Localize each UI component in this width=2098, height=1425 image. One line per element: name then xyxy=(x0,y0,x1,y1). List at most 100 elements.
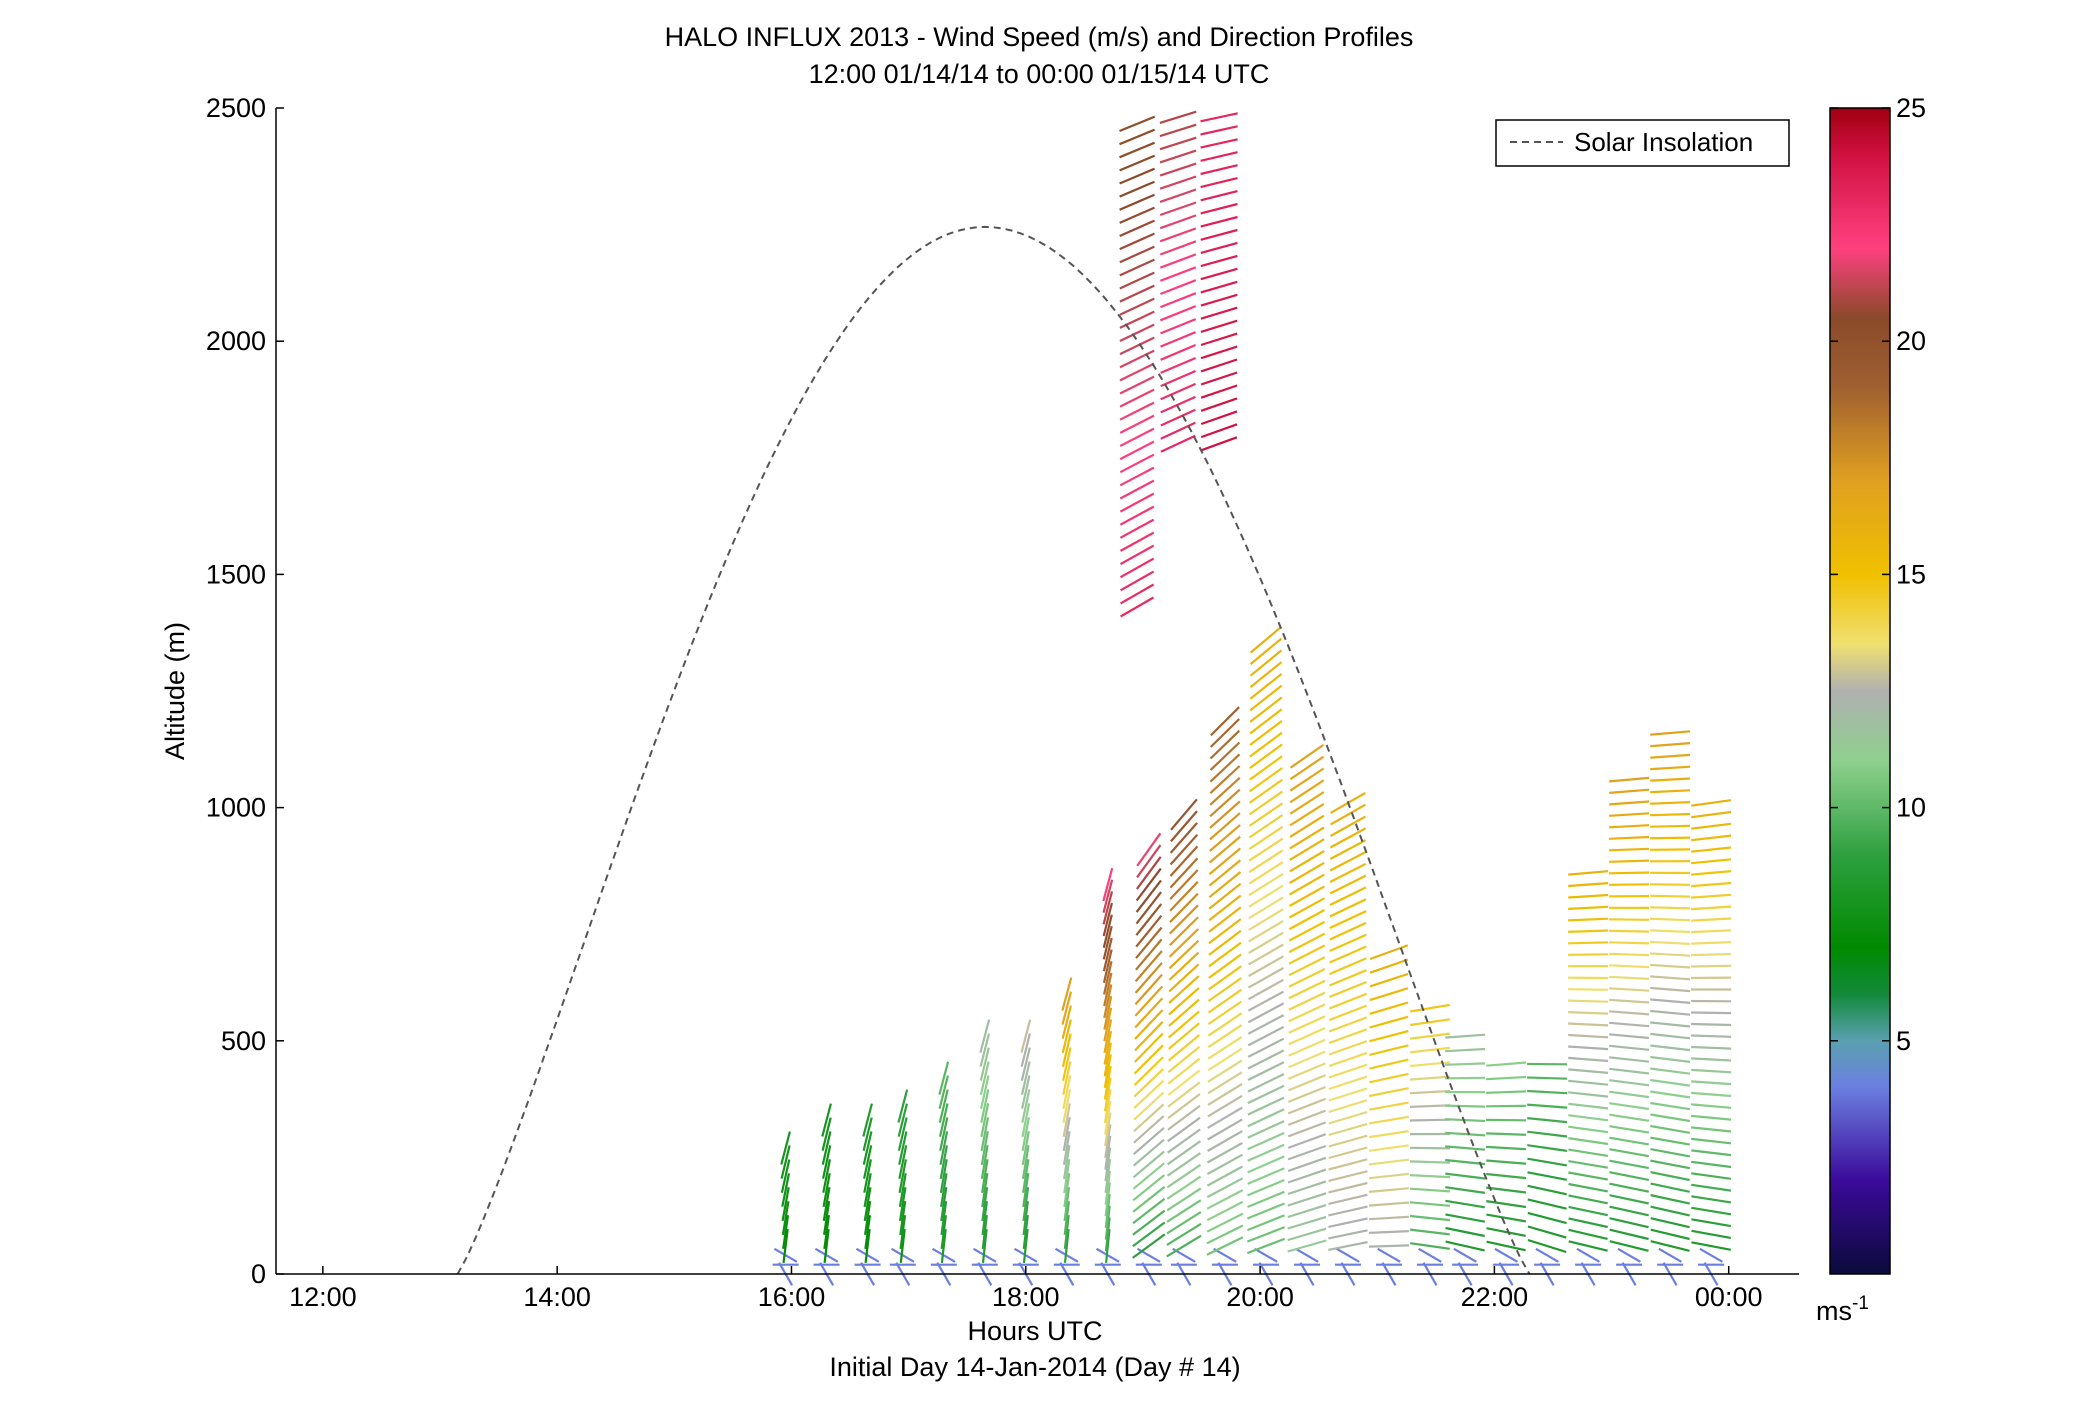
wind-barb xyxy=(1568,1194,1608,1205)
colorbar-tick-label: 15 xyxy=(1896,559,1926,589)
wind-barb xyxy=(1063,1201,1070,1236)
x-axis-label: Hours UTC xyxy=(967,1316,1102,1346)
wind-barb xyxy=(1020,1061,1031,1095)
colorbar-tick-label: 5 xyxy=(1896,1026,1911,1056)
wind-barb xyxy=(1119,141,1156,159)
wind-barb xyxy=(1206,1165,1244,1187)
wind-barb xyxy=(899,1187,907,1221)
wind-barb xyxy=(1328,1040,1368,1056)
wind-barb xyxy=(1200,410,1238,426)
wind-barb xyxy=(1167,1045,1201,1073)
wind-barb xyxy=(1248,943,1284,966)
wind-barb xyxy=(1486,1240,1526,1252)
wind-barb xyxy=(1208,871,1242,899)
wind-barb xyxy=(1650,1205,1690,1217)
wind-barb xyxy=(1445,1145,1486,1151)
wind-barb xyxy=(1329,839,1367,860)
wind-barb xyxy=(1568,893,1609,899)
wind-barb xyxy=(1249,755,1283,781)
wind-barb xyxy=(1248,884,1284,908)
wind-barb xyxy=(1167,1104,1201,1131)
wind-barb xyxy=(1368,1230,1409,1234)
wind-barb xyxy=(1169,822,1198,854)
wind-barb xyxy=(1609,1194,1649,1205)
wind-barb xyxy=(1609,871,1650,875)
wind-barb xyxy=(1328,1181,1368,1194)
wind-barb xyxy=(1609,941,1650,945)
wind-barb xyxy=(1020,1047,1031,1081)
wind-barb xyxy=(1445,1033,1486,1039)
wind-barb xyxy=(1691,1218,1731,1228)
wind-barb xyxy=(899,1201,907,1236)
wind-barb xyxy=(1103,1089,1112,1124)
wind-barb xyxy=(1132,1233,1166,1259)
wind-barb xyxy=(1330,803,1366,826)
wind-barb xyxy=(782,1215,790,1249)
wind-barb xyxy=(864,1228,871,1264)
wind-barb xyxy=(1287,1168,1327,1184)
wind-barb xyxy=(1568,929,1609,933)
wind-barb xyxy=(1369,1001,1409,1015)
wind-barb xyxy=(1168,987,1200,1016)
wind-barb xyxy=(898,1131,908,1165)
wind-barb xyxy=(1247,990,1285,1012)
wind-barb xyxy=(1102,926,1113,960)
wind-barb xyxy=(1568,1205,1608,1217)
wind-barb xyxy=(1063,1145,1071,1180)
wind-barb xyxy=(1103,1077,1112,1112)
wind-barb xyxy=(1568,917,1609,922)
wind-barb xyxy=(1167,1116,1201,1143)
wind-barb xyxy=(1609,952,1650,957)
wind-barb xyxy=(1609,1102,1650,1111)
wind-barb xyxy=(1609,800,1650,806)
wind-barb xyxy=(1445,1213,1486,1223)
wind-barb xyxy=(1200,112,1238,123)
wind-barb xyxy=(1208,882,1242,910)
chart-title: HALO INFLUX 2013 - Wind Speed (m/s) and … xyxy=(665,22,1414,52)
wind-barb xyxy=(1249,673,1283,700)
wind-barb xyxy=(863,1173,872,1207)
wind-barb xyxy=(1568,882,1609,888)
wind-barb xyxy=(1119,544,1155,566)
wind-barb xyxy=(1248,920,1284,943)
wind-barb xyxy=(1328,1028,1368,1045)
wind-barb xyxy=(1021,1103,1031,1138)
wind-barb xyxy=(1328,1087,1368,1102)
wind-barb xyxy=(1568,999,1609,1003)
wind-barb xyxy=(1369,1115,1409,1125)
wind-barb xyxy=(1289,826,1325,850)
wind-barb xyxy=(1568,1228,1608,1240)
wind-barb xyxy=(1247,967,1284,989)
wind-barb xyxy=(1206,1224,1244,1245)
wind-barb xyxy=(1609,824,1650,829)
wind-barb xyxy=(1691,1022,1732,1027)
wind-barb xyxy=(1486,1061,1527,1067)
wind-barb xyxy=(1453,1247,1477,1263)
wind-barb xyxy=(1609,929,1650,933)
wind-barb xyxy=(1119,206,1155,224)
wind-barb xyxy=(1119,258,1155,277)
wind-barb xyxy=(1200,138,1238,149)
wind-barb xyxy=(1691,1126,1732,1133)
wind-barb xyxy=(1288,1015,1326,1034)
wind-barb xyxy=(1368,1187,1410,1193)
wind-barb xyxy=(1119,323,1155,342)
wind-barb xyxy=(1249,731,1283,758)
chart-subtitle: 12:00 01/14/14 to 00:00 01/15/14 UTC xyxy=(809,59,1270,89)
wind-barb xyxy=(1207,1071,1243,1095)
wind-barb xyxy=(1289,779,1325,804)
wind-barb xyxy=(1486,1145,1527,1151)
wind-barb xyxy=(1445,1186,1486,1194)
wind-barb xyxy=(1328,1016,1368,1033)
wind-barb xyxy=(1103,1065,1112,1100)
wind-barb xyxy=(1368,1172,1409,1180)
wind-barb xyxy=(897,1103,908,1137)
wind-barb xyxy=(1170,810,1198,843)
wind-barb xyxy=(1119,115,1156,133)
wind-barb xyxy=(1691,1183,1732,1192)
wind-barb xyxy=(1132,1127,1165,1156)
wind-barb xyxy=(979,1033,991,1067)
wind-barb xyxy=(1650,824,1691,828)
x-tick-label: 14:00 xyxy=(523,1282,591,1312)
wind-barb xyxy=(1288,1026,1326,1046)
